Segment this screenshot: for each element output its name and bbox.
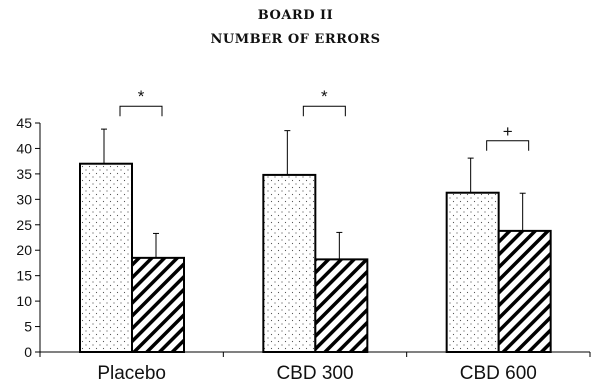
y-tick-label: 5	[24, 319, 32, 335]
chart-subtitle: NUMBER OF ERRORS	[210, 32, 381, 47]
x-category-label: CBD 600	[460, 363, 537, 384]
bar	[79, 162, 133, 353]
bar	[314, 258, 369, 354]
significance-bracket	[302, 105, 346, 117]
y-tick-label: 20	[16, 242, 32, 258]
y-tick-label: 45	[16, 115, 32, 131]
y-tick-label: 35	[16, 166, 32, 182]
x-category-label: CBD 300	[276, 363, 353, 384]
bar	[131, 256, 185, 354]
y-tick-label: 0	[24, 344, 32, 360]
significance-brackets: * * +	[119, 87, 530, 151]
error-bars	[101, 128, 526, 260]
bar	[497, 229, 552, 353]
bar	[445, 191, 500, 353]
x-category-label: Placebo	[97, 363, 166, 384]
chart-title: BOARD II	[257, 8, 334, 23]
bar	[262, 173, 317, 353]
y-tick-label: 40	[16, 140, 32, 156]
bars	[79, 162, 552, 354]
significance-bracket	[119, 105, 163, 117]
y-tick-label: 30	[16, 191, 32, 207]
y-tick-label: 25	[16, 217, 32, 233]
significance-marker: *	[138, 87, 145, 106]
significance-bracket	[486, 140, 530, 151]
y-tick-label: 15	[16, 268, 32, 284]
y-tick-label: 10	[16, 293, 32, 309]
significance-marker: *	[321, 87, 328, 106]
significance-marker: +	[503, 122, 513, 141]
